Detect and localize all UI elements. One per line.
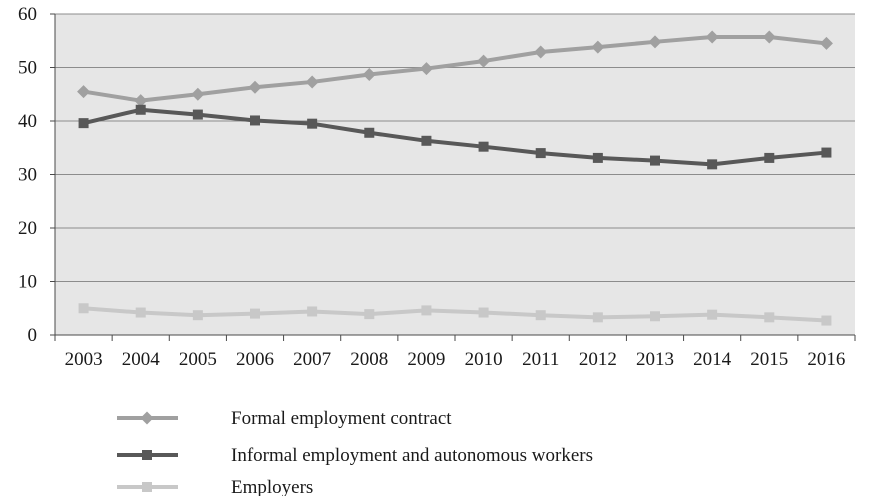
data-point-square [78, 118, 89, 129]
data-point-square [142, 450, 152, 460]
legend-label: Formal employment contract [231, 408, 452, 429]
y-axis-tick-labels: 0 10 20 30 40 50 60 [18, 4, 37, 346]
data-point-square [307, 118, 318, 129]
x-tick-label: 2008 [350, 349, 388, 370]
y-tick-label: 50 [18, 58, 37, 79]
axes [50, 13, 856, 341]
data-point-square [478, 141, 489, 152]
x-tick-label: 2006 [236, 349, 274, 370]
data-point-diamond [534, 45, 548, 59]
data-point-diamond [591, 40, 605, 54]
data-point-square [250, 308, 260, 319]
data-point-square [821, 147, 832, 158]
data-point-diamond [362, 67, 376, 81]
data-point-diamond [140, 411, 154, 425]
x-axis-tick-labels: 2003 2004 2005 2006 2007 2008 2009 2010 2011 2012… [65, 349, 846, 370]
data-point-diamond [477, 54, 491, 68]
data-point-square [135, 104, 146, 115]
data-point-square [250, 115, 260, 126]
series-1 [78, 104, 832, 170]
x-tick-label: 2003 [65, 349, 103, 370]
y-tick-label: 60 [18, 4, 37, 25]
data-point-diamond [819, 36, 833, 50]
data-point-square [764, 312, 775, 323]
data-point-diamond [705, 30, 719, 44]
legend-label: Informal employment and autonomous worke… [231, 445, 593, 466]
data-point-diamond [77, 85, 91, 99]
y-tick-label: 20 [18, 218, 37, 239]
x-tick-label: 2016 [807, 349, 845, 370]
data-point-diamond [648, 35, 662, 49]
data-point-square [764, 152, 775, 163]
data-point-square [707, 159, 718, 170]
data-point-diamond [419, 62, 433, 76]
legend-item-2: Employers [117, 477, 313, 496]
data-point-square [650, 155, 660, 166]
series-lines [77, 30, 833, 326]
legend-label: Employers [231, 477, 313, 496]
legend-item-1: Informal employment and autonomous worke… [117, 445, 593, 466]
gridlines [55, 13, 855, 282]
y-tick-label: 10 [18, 272, 37, 293]
data-point-square [535, 310, 546, 321]
data-point-square [142, 482, 152, 492]
data-point-diamond [191, 87, 205, 101]
x-tick-label: 2007 [293, 349, 331, 370]
data-point-square [307, 306, 318, 317]
x-tick-label: 2010 [465, 349, 503, 370]
series-0 [77, 30, 833, 108]
data-point-square [364, 309, 375, 320]
y-tick-label: 40 [18, 111, 37, 132]
data-point-square [707, 309, 718, 320]
data-point-square [135, 307, 146, 318]
data-point-square [650, 311, 660, 322]
x-tick-label: 2004 [122, 349, 161, 370]
data-point-square [421, 135, 432, 146]
data-point-square [192, 310, 203, 321]
data-point-diamond [762, 30, 776, 44]
x-tick-label: 2009 [407, 349, 445, 370]
data-point-square [821, 315, 832, 326]
x-tick-label: 2015 [750, 349, 788, 370]
data-point-square [535, 148, 546, 159]
data-point-diamond [305, 75, 319, 89]
x-tick-label: 2013 [636, 349, 674, 370]
data-point-square [364, 127, 375, 138]
x-tick-label: 2014 [693, 349, 732, 370]
legend: Formal employment contract Informal emplo… [117, 408, 593, 496]
series-line [83, 35, 827, 103]
data-point-diamond [248, 80, 262, 94]
series-line [83, 107, 827, 167]
x-tick-label: 2011 [522, 349, 559, 370]
series-2 [78, 303, 832, 326]
x-tick-label: 2005 [179, 349, 217, 370]
data-point-square [192, 109, 203, 120]
x-tick-label: 2012 [579, 349, 617, 370]
y-tick-label: 0 [28, 325, 38, 346]
legend-item-0: Formal employment contract [117, 408, 452, 429]
data-point-square [78, 303, 89, 314]
data-point-square [592, 312, 603, 323]
data-point-square [421, 305, 432, 316]
series-line [83, 306, 827, 323]
y-tick-label: 30 [18, 165, 37, 186]
data-point-square [592, 152, 603, 163]
data-point-square [478, 307, 489, 318]
data-point-diamond [134, 94, 148, 108]
